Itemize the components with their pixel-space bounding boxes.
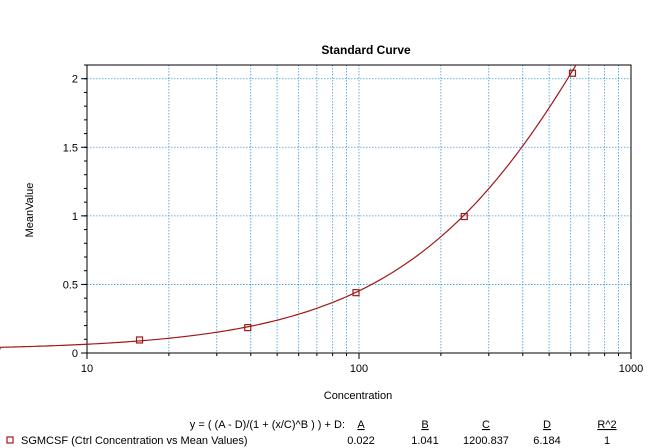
- fit-equation: y = ( (A - D)/(1 + (x/C)^B ) ) + D:: [190, 419, 345, 431]
- y-axis: 0 0.5 1 1.5 2: [63, 64, 87, 360]
- param-value-c: 1200.837: [463, 435, 509, 447]
- param-value-d: 6.184: [533, 435, 561, 447]
- y-tick-label: 2: [72, 74, 78, 86]
- y-tick-label: 0: [72, 348, 78, 360]
- param-value-a: 0.022: [347, 435, 375, 447]
- data-point-marker: [135, 336, 144, 344]
- legend: y = ( (A - D)/(1 + (x/C)^B ) ) + D: A B …: [6, 419, 617, 447]
- x-tick-label: 100: [350, 363, 368, 375]
- fit-curve-line: [0, 65, 577, 350]
- param-value-r2: 1: [604, 435, 610, 447]
- data-point-marker: [568, 69, 577, 77]
- grid: [87, 65, 631, 353]
- y-tick-label: 1: [72, 211, 78, 223]
- legend-marker-icon: [6, 436, 14, 444]
- chart-title: Standard Curve: [321, 43, 411, 57]
- y-axis-label: MeanValue: [24, 183, 36, 238]
- data-point-marker: [460, 212, 468, 221]
- param-header-a: A: [357, 419, 365, 431]
- param-header-r2: R^2: [597, 419, 616, 431]
- x-tick-label: 10: [81, 363, 93, 375]
- x-axis: 10 100 1000: [81, 353, 643, 375]
- param-value-b: 1.041: [411, 435, 439, 447]
- data-point-marker: [244, 324, 252, 332]
- data-markers: [135, 69, 577, 344]
- param-header-d: D: [543, 419, 551, 431]
- x-tick-label: 1000: [619, 363, 643, 375]
- y-tick-label: 1.5: [63, 142, 78, 154]
- legend-series-name: SGMCSF (Ctrl Concentration vs Mean Value…: [21, 435, 248, 447]
- data-point-marker: [352, 289, 360, 297]
- y-tick-label: 0.5: [63, 279, 78, 291]
- x-axis-label: Concentration: [324, 390, 393, 402]
- param-header-b: B: [421, 419, 428, 431]
- param-header-c: C: [482, 419, 490, 431]
